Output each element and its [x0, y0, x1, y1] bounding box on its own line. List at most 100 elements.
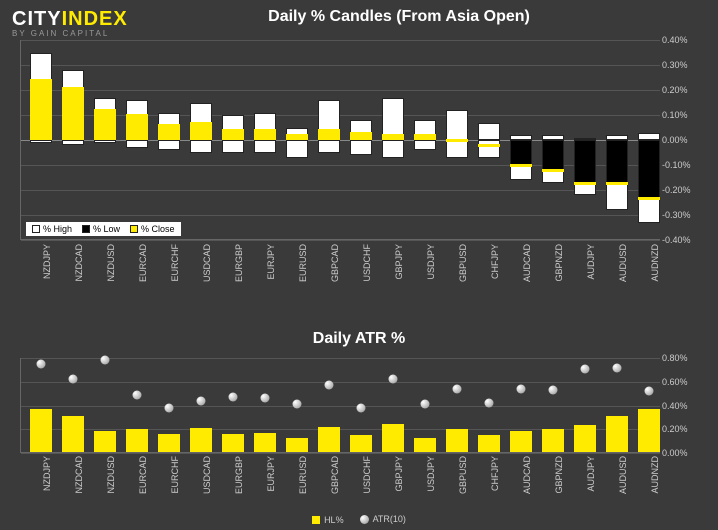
- x-tick-label: EURUSD: [298, 244, 308, 282]
- candle: [446, 40, 468, 239]
- atr-dot: [453, 384, 462, 393]
- candle: [222, 40, 244, 239]
- hl-bar: [30, 409, 52, 452]
- chart2-legend: HL%ATR(10): [0, 514, 718, 526]
- candle: [382, 40, 404, 239]
- atr-dot: [37, 359, 46, 368]
- x-tick-label: EURUSD: [298, 456, 308, 494]
- candle: [350, 40, 372, 239]
- candle: [94, 40, 116, 239]
- atr-dot: [581, 364, 590, 373]
- x-tick-label: GBPJPY: [394, 456, 404, 492]
- y-tick-label: 0.00%: [662, 448, 688, 458]
- candle: [542, 40, 564, 239]
- x-tick-label: AUDNZD: [650, 244, 660, 282]
- y-tick-label: -0.40%: [662, 235, 691, 245]
- candle: [478, 40, 500, 239]
- chart1-legend: % High % Low % Close: [26, 222, 181, 236]
- atr-dot: [133, 390, 142, 399]
- candle: [30, 40, 52, 239]
- hl-bar: [510, 431, 532, 452]
- chart2-y-axis: 0.80%0.60%0.40%0.20%0.00%: [662, 358, 710, 453]
- x-tick-label: USDCAD: [202, 456, 212, 494]
- candle: [126, 40, 148, 239]
- hl-bar: [158, 434, 180, 452]
- x-tick-label: GBPNZD: [554, 456, 564, 494]
- atr-dot: [549, 386, 558, 395]
- x-tick-label: USDCAD: [202, 244, 212, 282]
- hl-bar: [638, 409, 660, 452]
- x-tick-label: AUDUSD: [618, 456, 628, 494]
- hl-bar: [350, 435, 372, 452]
- legend-item: HL%: [312, 515, 344, 525]
- x-tick-label: USDCHF: [362, 456, 372, 494]
- atr-dot: [517, 384, 526, 393]
- hl-bar: [606, 416, 628, 452]
- x-tick-label: EURJPY: [266, 456, 276, 492]
- hl-bar: [414, 438, 436, 452]
- hl-bar: [286, 438, 308, 452]
- chart1-title: Daily % Candles (From Asia Open): [40, 8, 718, 26]
- x-tick-label: CHFJPY: [490, 456, 500, 491]
- candle: [510, 40, 532, 239]
- x-tick-label: AUDJPY: [586, 244, 596, 280]
- candle: [286, 40, 308, 239]
- x-tick-label: USDJPY: [426, 456, 436, 492]
- y-tick-label: 0.40%: [662, 35, 688, 45]
- x-tick-label: GBPNZD: [554, 244, 564, 282]
- legend-item: % Low: [82, 224, 120, 234]
- atr-dot: [613, 363, 622, 372]
- atr-chart: 0.80%0.60%0.40%0.20%0.00%: [20, 358, 660, 453]
- x-tick-label: NZDJPY: [42, 244, 52, 279]
- candle: [414, 40, 436, 239]
- x-tick-label: CHFJPY: [490, 244, 500, 279]
- x-tick-label: GBPCAD: [330, 244, 340, 282]
- atr-dot: [325, 381, 334, 390]
- hl-bar: [94, 431, 116, 452]
- hl-bar: [382, 424, 404, 453]
- x-tick-label: AUDCAD: [522, 456, 532, 494]
- x-tick-label: AUDCAD: [522, 244, 532, 282]
- x-tick-label: NZDUSD: [106, 244, 116, 282]
- legend-item: % High: [32, 224, 72, 234]
- candle: [318, 40, 340, 239]
- y-tick-label: -0.30%: [662, 210, 691, 220]
- x-tick-label: NZDJPY: [42, 456, 52, 491]
- atr-dot: [293, 400, 302, 409]
- x-tick-label: AUDNZD: [650, 456, 660, 494]
- atr-dot: [197, 396, 206, 405]
- atr-dot: [69, 375, 78, 384]
- candle-chart: 0.40%0.30%0.20%0.10%0.00%-0.10%-0.20%-0.…: [20, 40, 660, 240]
- atr-dot: [101, 356, 110, 365]
- candle-plot: [20, 40, 660, 240]
- hl-bar: [190, 428, 212, 452]
- atr-dot: [261, 394, 270, 403]
- x-tick-label: NZDCAD: [74, 244, 84, 282]
- x-tick-label: USDJPY: [426, 244, 436, 280]
- y-tick-label: 0.40%: [662, 401, 688, 411]
- candle: [606, 40, 628, 239]
- hl-bar: [254, 433, 276, 452]
- candle: [190, 40, 212, 239]
- x-tick-label: EURGBP: [234, 244, 244, 282]
- candle: [574, 40, 596, 239]
- chart1-y-axis: 0.40%0.30%0.20%0.10%0.00%-0.10%-0.20%-0.…: [662, 40, 710, 240]
- x-tick-label: EURCAD: [138, 244, 148, 282]
- y-tick-label: 0.20%: [662, 424, 688, 434]
- candle: [158, 40, 180, 239]
- hl-bar: [222, 434, 244, 452]
- x-tick-label: GBPUSD: [458, 244, 468, 282]
- y-tick-label: -0.20%: [662, 185, 691, 195]
- legend-item: % Close: [130, 224, 175, 234]
- x-tick-label: EURCHF: [170, 456, 180, 494]
- x-tick-label: GBPCAD: [330, 456, 340, 494]
- candle: [254, 40, 276, 239]
- atr-dot: [389, 375, 398, 384]
- y-tick-label: -0.10%: [662, 160, 691, 170]
- hl-bar: [542, 429, 564, 452]
- x-tick-label: GBPJPY: [394, 244, 404, 280]
- x-tick-label: USDCHF: [362, 244, 372, 282]
- x-tick-label: EURJPY: [266, 244, 276, 280]
- atr-dot: [485, 399, 494, 408]
- atr-plot: [20, 358, 660, 453]
